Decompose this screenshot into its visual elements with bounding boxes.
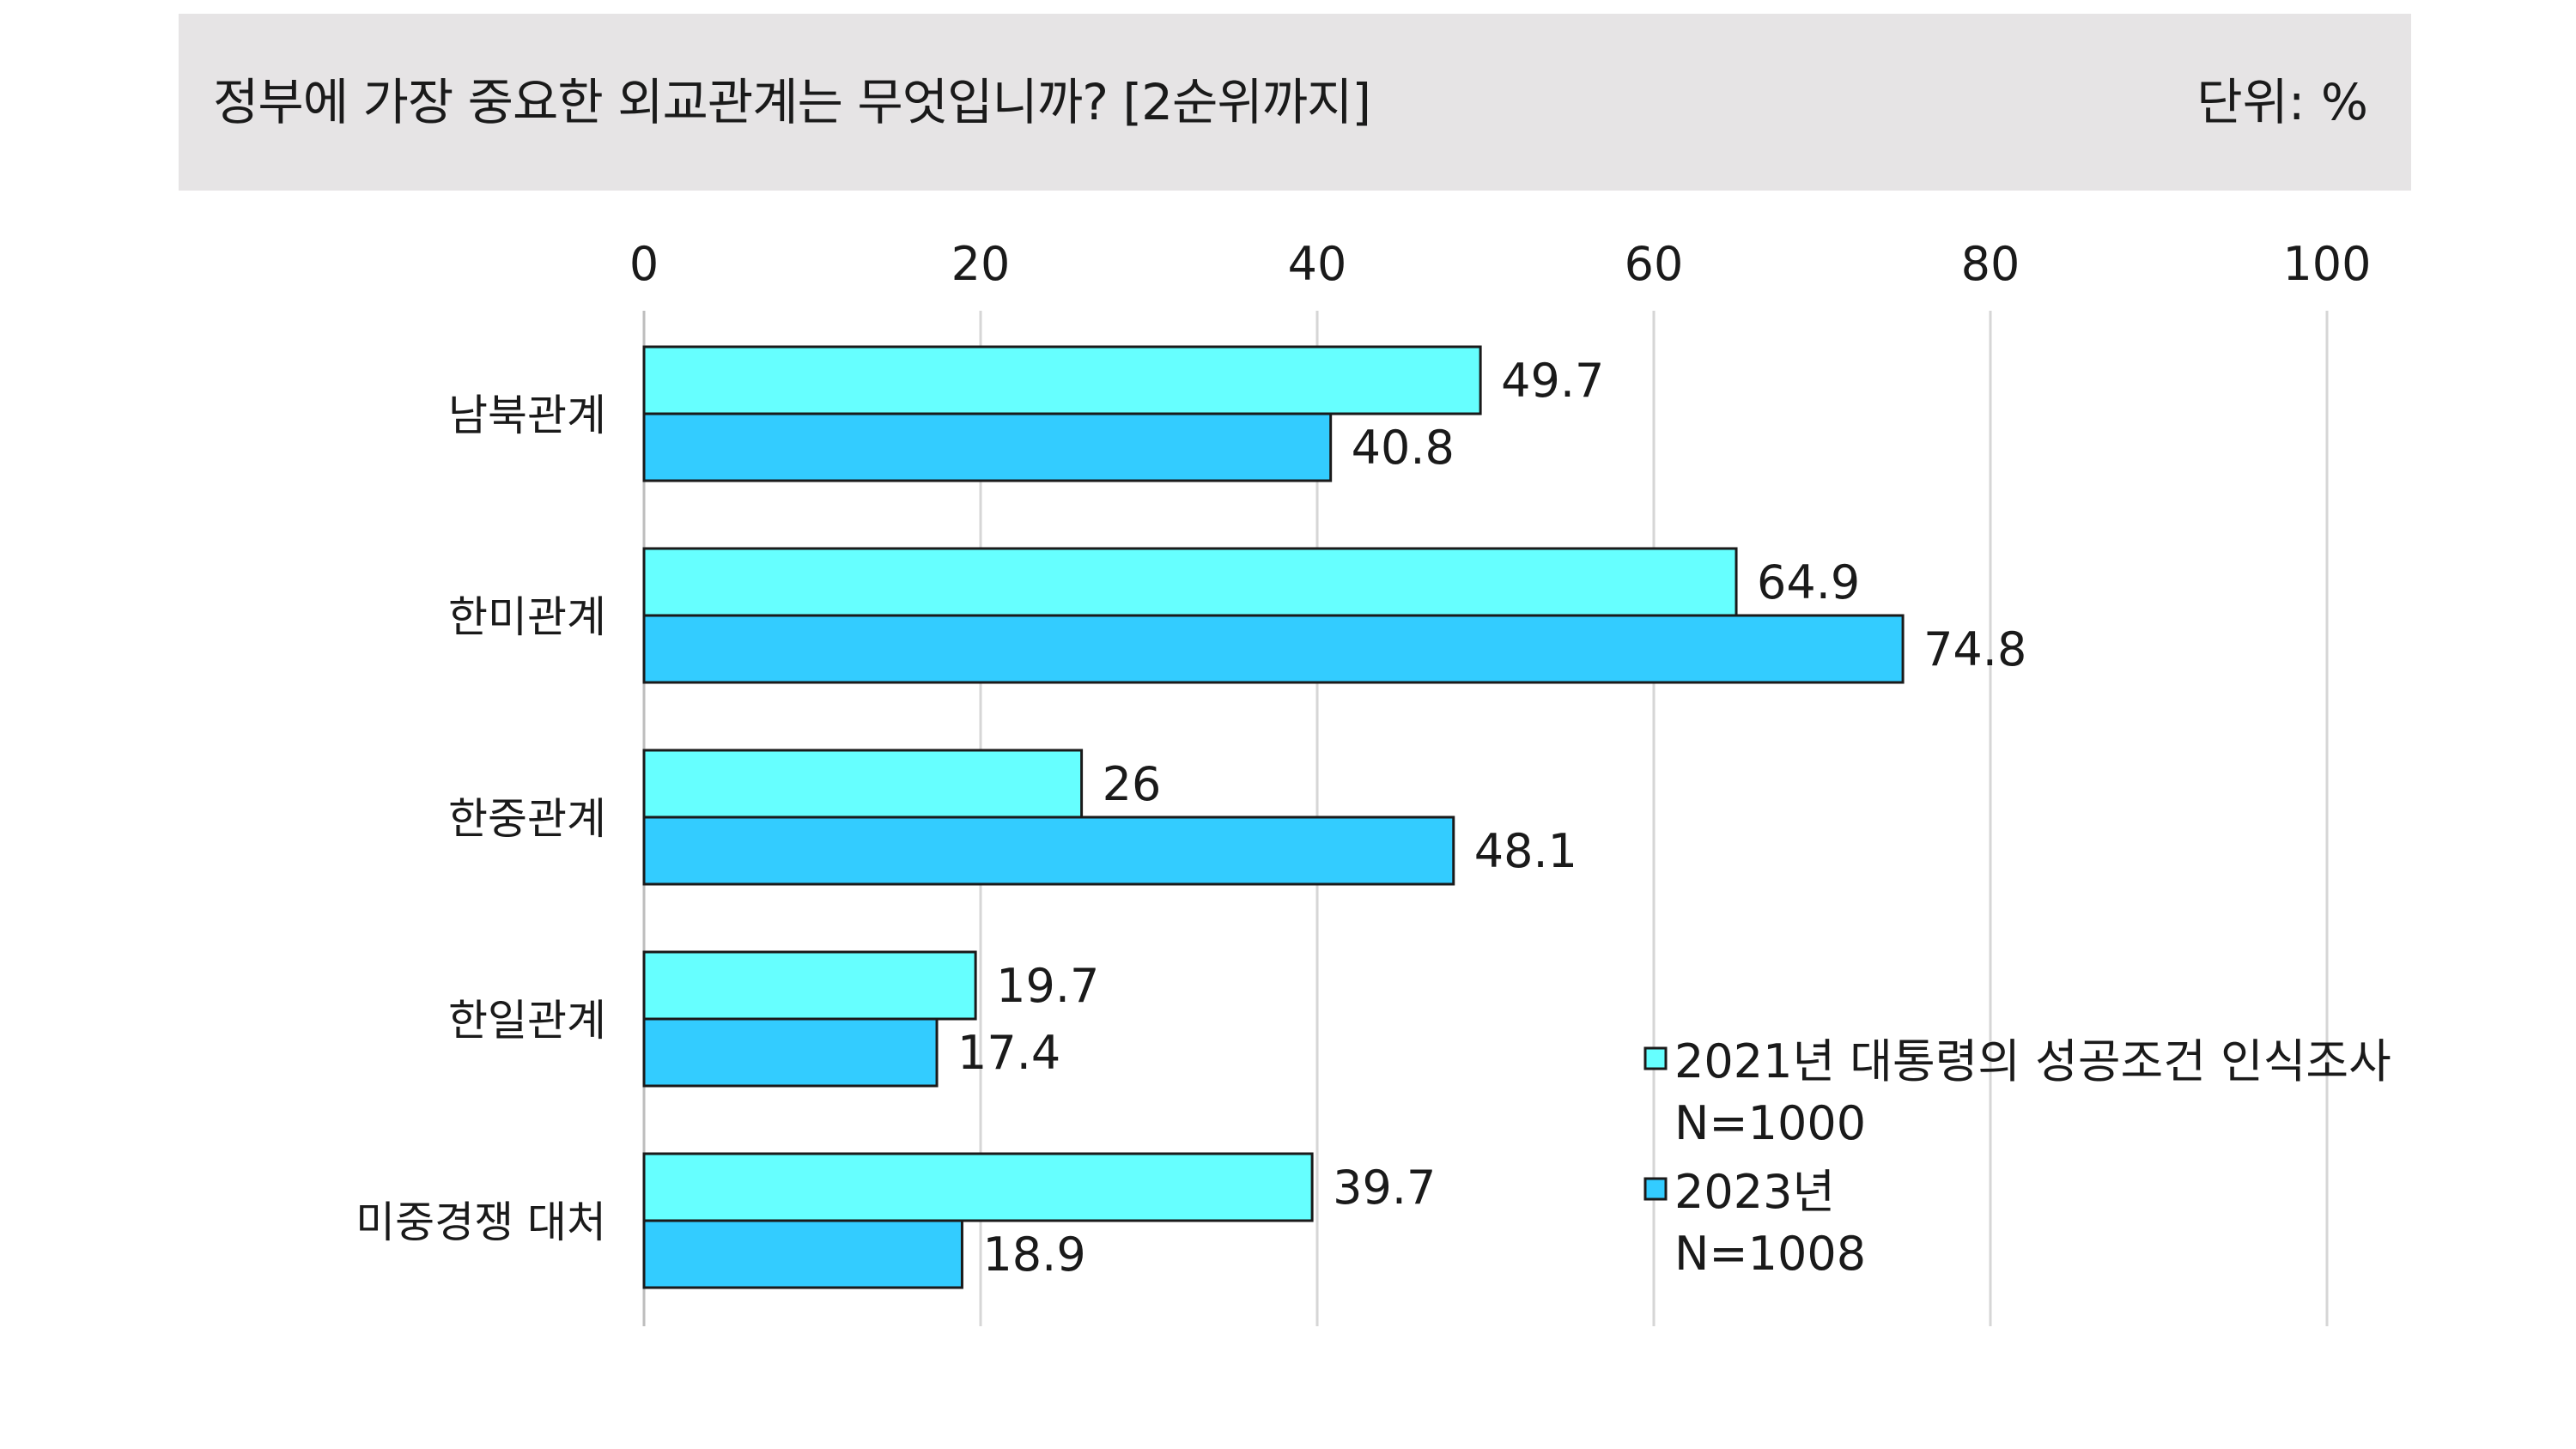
bar-2021: [642, 950, 977, 1021]
x-tick-label: 100: [2282, 237, 2371, 291]
bar-2023: [642, 1219, 963, 1289]
bars: 49.7 40.8 64.9 74.8 26 48.1 19.7 17.4 39.7 18.9: [642, 345, 2026, 1289]
data-label: 49.7: [1501, 354, 1604, 408]
bar-2021: [642, 547, 1738, 617]
x-tick-label: 20: [951, 237, 1011, 291]
category-label: 한미관계: [448, 592, 606, 642]
data-label: 19.7: [996, 959, 1099, 1013]
category-label: 남북관계: [448, 391, 606, 440]
x-tick-label: 80: [1961, 237, 2020, 291]
chart-title: 정부에 가장 중요한 외교관계는 무엇입니까? [2순위까지]: [213, 73, 1371, 131]
bar-2023: [642, 815, 1455, 886]
data-label: 64.9: [1757, 555, 1860, 609]
legend-swatch: [1643, 1177, 1668, 1201]
legend-swatch: [1643, 1046, 1668, 1070]
chart-header: 정부에 가장 중요한 외교관계는 무엇입니까? [2순위까지] 단위: %: [179, 14, 2411, 191]
x-tick-label: 60: [1625, 237, 1684, 291]
data-label: 48.1: [1474, 824, 1577, 878]
category-label: 한일관계: [448, 996, 606, 1046]
x-axis-ticks: 0 20 40 60 80 100: [629, 237, 2372, 291]
bar-2021: [642, 1152, 1314, 1222]
data-label: 18.9: [982, 1228, 1085, 1282]
category-label: 한중관계: [448, 794, 606, 844]
data-label: 26: [1103, 757, 1162, 811]
legend-series-name: 2021년 대통령의 성공조건 인식조사: [1674, 1034, 2391, 1088]
legend-sample-size: N=1000: [1674, 1096, 1866, 1150]
legend: 2021년 대통령의 성공조건 인식조사 N=1000 2023년 N=1008: [1643, 1034, 2391, 1281]
legend-series-name: 2023년: [1674, 1165, 1835, 1219]
x-tick-label: 40: [1288, 237, 1347, 291]
data-label: 39.7: [1333, 1161, 1436, 1215]
unit-label: 단위: %: [2196, 73, 2368, 131]
bar-2021: [642, 749, 1084, 819]
data-label: 74.8: [1923, 622, 2026, 676]
bar-2021: [642, 345, 1482, 415]
data-label: 40.8: [1352, 421, 1455, 475]
category-label: 미중경쟁 대처: [355, 1197, 606, 1247]
x-tick-label: 0: [629, 237, 659, 291]
data-label: 17.4: [957, 1026, 1060, 1080]
bar-2023: [642, 614, 1905, 684]
bar-2023: [642, 412, 1333, 482]
bar-2023: [642, 1017, 939, 1088]
legend-sample-size: N=1008: [1674, 1227, 1866, 1281]
